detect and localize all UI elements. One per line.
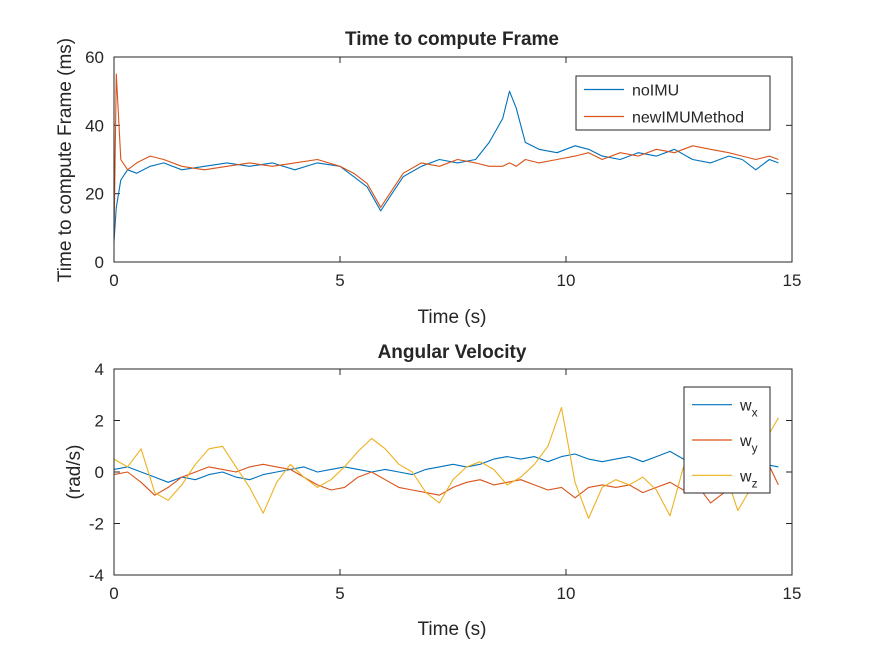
series-line-newIMUMethod	[113, 73, 779, 239]
chart-compute-time: Time to compute Frame 0 5 10 15 0 20 40 60 Tim…	[55, 29, 801, 328]
x-tick-label: 15	[783, 271, 802, 290]
y-tick-label: 0	[95, 253, 104, 272]
y-tick-label: 0	[95, 463, 104, 482]
series-line-wz	[113, 407, 779, 519]
y-axis-label: Time to compute Frame (ms)	[55, 38, 76, 282]
x-tick-label: 0	[109, 271, 118, 290]
plot-lines	[113, 73, 779, 242]
legend-entry: noIMU	[632, 83, 679, 100]
legend: noIMU newIMUMethod	[575, 75, 771, 131]
y-tick-label: -4	[89, 566, 104, 585]
legend-entry-subscript: z	[752, 476, 758, 490]
y-tick-label: 4	[95, 360, 104, 379]
series-line-wx	[113, 450, 779, 483]
y-tick-label: -2	[89, 515, 104, 534]
x-tick-label: 0	[109, 584, 118, 603]
chart-title: Angular Velocity	[378, 342, 527, 363]
y-tick-label: 20	[85, 185, 104, 204]
x-tick-labels: 0 5 10 15	[109, 369, 801, 603]
chart-angular-velocity: Angular Velocity 0 5 10 15 -4 -2 0 2 4 Time (s)…	[64, 342, 801, 640]
x-axis-label: Time (s)	[418, 619, 487, 640]
axes-box	[113, 368, 793, 576]
x-tick-label: 10	[557, 271, 576, 290]
x-tick-label: 5	[335, 584, 344, 603]
x-tick-label: 15	[783, 584, 802, 603]
legend-entry-subscript: y	[752, 441, 758, 455]
legend-entry: newIMUMethod	[632, 110, 744, 127]
y-tick-label: 60	[85, 48, 104, 67]
y-tick-label: 40	[85, 116, 104, 135]
y-tick-label: 2	[95, 412, 104, 431]
y-tick-labels: 0 20 40 60	[85, 48, 792, 272]
plot-lines	[113, 407, 779, 519]
x-tick-label: 5	[335, 271, 344, 290]
x-axis-label: Time (s)	[418, 307, 487, 328]
legend-entry-subscript: x	[752, 406, 758, 420]
x-tick-label: 10	[557, 584, 576, 603]
legend-box	[575, 75, 771, 131]
chart-title: Time to compute Frame	[345, 29, 559, 50]
y-axis-label: (rad/s)	[64, 445, 85, 500]
axes-box	[113, 56, 793, 263]
